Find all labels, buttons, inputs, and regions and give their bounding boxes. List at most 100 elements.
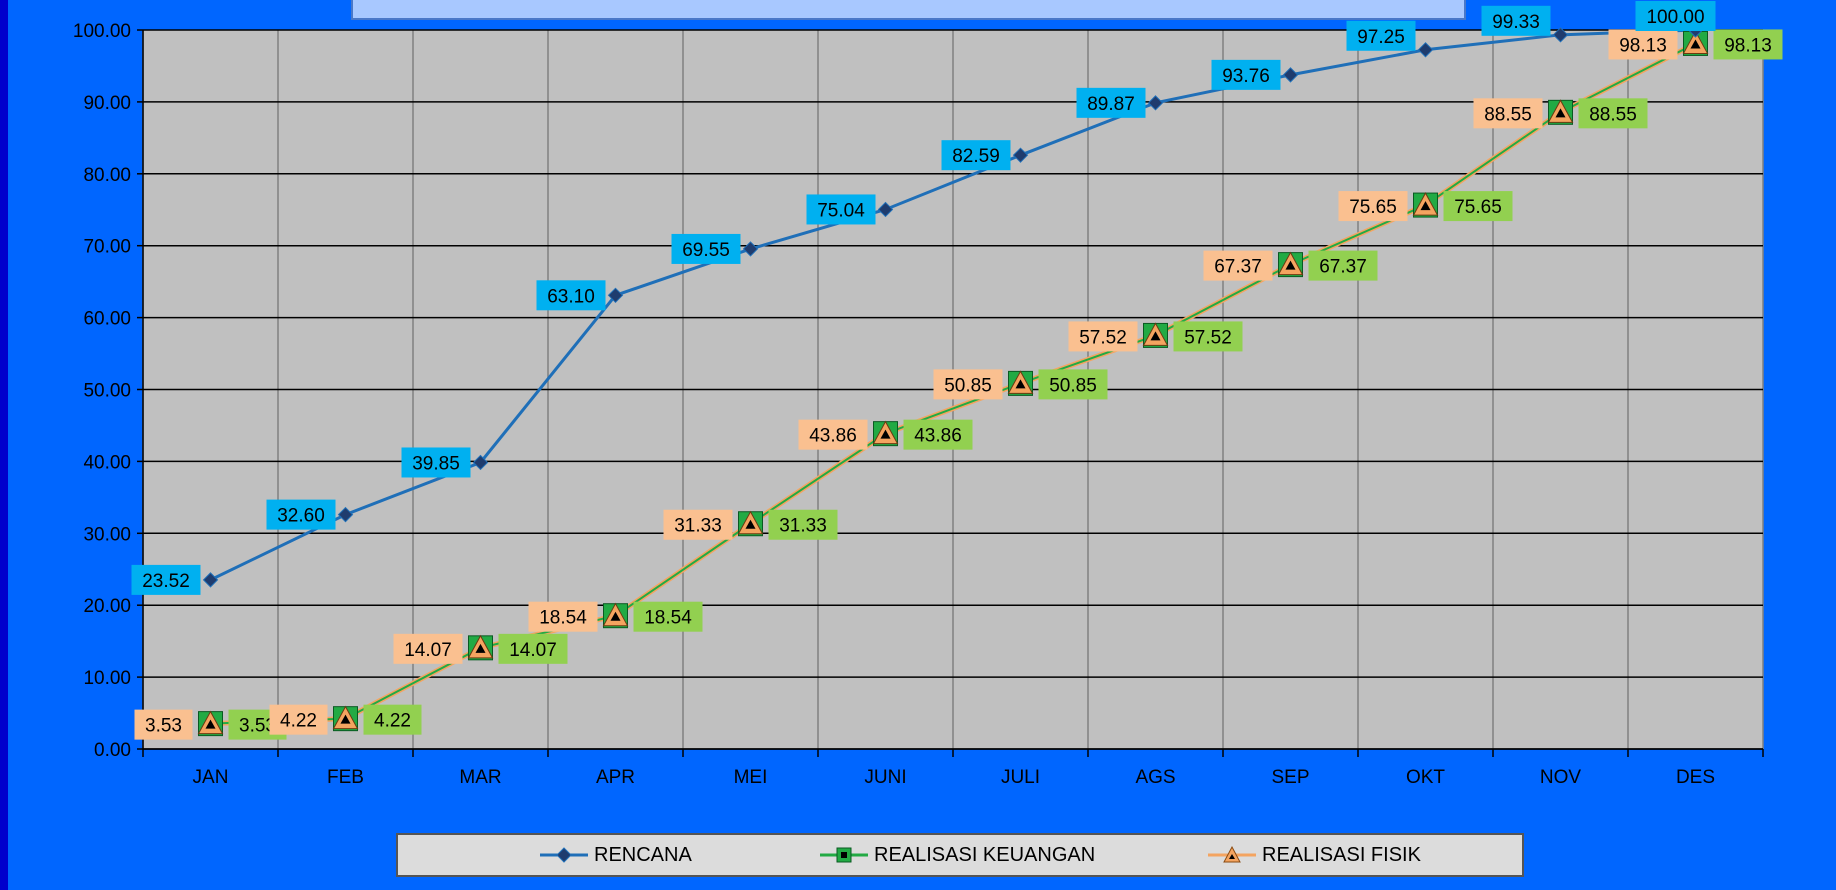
keuangan-data-label: 43.86 [914, 426, 962, 447]
keuangan-data-label-bg [1038, 369, 1108, 400]
x-tick-label: APR [596, 767, 635, 788]
rencana-data-label: 89.87 [1087, 94, 1135, 115]
fisik-data-label-bg [1338, 191, 1408, 222]
fisik-data-label-bg [393, 633, 463, 664]
fisik-point-inner [1150, 331, 1161, 341]
rencana-point [202, 572, 219, 588]
rencana-data-label: 39.85 [412, 453, 460, 474]
fisik-data-label: 31.33 [674, 516, 722, 537]
keuangan-legend-marker [820, 847, 868, 863]
fisik-point-inner [1285, 260, 1296, 270]
fisik-point-inner [880, 429, 891, 439]
fisik-data-label-bg [1068, 321, 1138, 352]
fisik-data-label: 3.53 [145, 716, 182, 737]
keuangan-data-label: 31.33 [779, 516, 827, 537]
legend: RENCANA REALISASI KEUANGAN REALISASI FIS… [396, 833, 1524, 877]
y-tick-label: 50.00 [83, 381, 131, 402]
rencana-data-label-bg [806, 194, 876, 225]
keuangan-data-label: 88.55 [1589, 104, 1637, 125]
fisik-data-label-bg [1473, 98, 1543, 129]
x-tick-label: JUNI [864, 767, 906, 788]
rencana-data-label-bg [401, 447, 471, 478]
fisik-point-inner [475, 643, 486, 653]
fisik-data-label: 18.54 [539, 608, 587, 629]
rencana-point [607, 287, 624, 304]
fisik-data-label: 57.52 [1079, 327, 1127, 348]
x-tick-label: OKT [1406, 767, 1445, 788]
chart-frame: 0.00 10.00 20.00 30.00 40.00 50.00 60.00 70.00 8… [8, 0, 1836, 890]
rencana-data-label-bg [1635, 1, 1716, 31]
x-tick-label: FEB [327, 767, 364, 788]
rencana-point [1282, 67, 1299, 83]
y-tick-label: 60.00 [83, 309, 131, 330]
legend-item-keuangan: REALISASI KEUANGAN [818, 835, 1095, 875]
rencana-data-label: 99.33 [1492, 12, 1540, 33]
rencana-data-label: 75.04 [817, 200, 865, 221]
keuangan-data-label: 67.37 [1319, 257, 1367, 278]
fisik-point-inner [610, 611, 621, 621]
y-tick-label: 10.00 [83, 668, 131, 689]
x-tick-label: JULI [1001, 767, 1040, 788]
rencana-point [1417, 42, 1434, 58]
fisik-data-label-bg [269, 704, 328, 735]
rencana-point [337, 506, 354, 523]
keuangan-data-label: 75.65 [1454, 197, 1502, 218]
legend-label: RENCANA [594, 843, 692, 866]
keuangan-data-label: 3.53 [239, 716, 276, 737]
x-tick-label: JAN [193, 767, 229, 788]
keuangan-data-label-bg [363, 704, 422, 735]
y-tick-label: 90.00 [83, 93, 131, 114]
keuangan-data-label: 98.13 [1724, 35, 1772, 56]
legend-label: REALISASI KEUANGAN [874, 843, 1096, 866]
fisik-data-label: 43.86 [809, 426, 857, 447]
rencana-point [1552, 27, 1569, 43]
fisik-data-label: 14.07 [404, 640, 452, 661]
rencana-point [742, 241, 759, 257]
y-tick-label: 40.00 [83, 452, 131, 473]
rencana-data-label: 82.59 [952, 146, 1000, 167]
rencana-data-label-bg [131, 564, 201, 595]
rencana-point [472, 454, 489, 471]
keuangan-data-label-bg [768, 509, 838, 540]
rencana-data-label-bg [1211, 59, 1281, 90]
fisik-data-label-bg [528, 601, 598, 632]
fisik-point-inner [205, 719, 216, 729]
rencana-data-label-bg [1346, 20, 1416, 51]
keuangan-data-label-bg [498, 633, 568, 664]
x-tick-label: MEI [734, 767, 768, 788]
fisik-data-label-bg [134, 709, 193, 740]
rencana-data-label: 63.10 [547, 286, 595, 307]
fisik-point-inner [1690, 39, 1701, 49]
x-tick-label: MAR [459, 767, 501, 788]
keuangan-data-label-bg [1443, 191, 1513, 222]
keuangan-data-label-bg [1713, 29, 1783, 60]
y-tick-label: 0.00 [94, 740, 131, 761]
keuangan-data-label-bg [633, 601, 703, 632]
fisik-data-label-bg [933, 369, 1003, 400]
fisik-legend-marker [1208, 845, 1256, 863]
keuangan-data-label: 57.52 [1184, 327, 1232, 348]
fisik-data-label-bg [1203, 250, 1273, 281]
y-tick-label: 20.00 [83, 596, 131, 617]
keuangan-data-label-bg [1578, 98, 1648, 129]
fisik-data-label-bg [798, 419, 868, 450]
rencana-point [1147, 95, 1164, 111]
fisik-point-inner [1015, 379, 1026, 389]
fisik-point-inner [1420, 201, 1431, 211]
legend-item-fisik: REALISASI FISIK [1206, 835, 1421, 875]
rencana-data-label-bg [266, 499, 336, 530]
fisik-point-inner [340, 714, 351, 724]
legend-item-rencana: RENCANA [538, 835, 692, 875]
keuangan-data-label: 50.85 [1049, 375, 1097, 396]
fisik-data-label: 50.85 [944, 375, 992, 396]
rencana-data-label: 23.52 [142, 571, 190, 592]
rencana-data-label-bg [671, 233, 741, 264]
x-tick-label: SEP [1271, 767, 1309, 788]
y-tick-label: 30.00 [83, 524, 131, 545]
fisik-data-label-bg [1608, 29, 1678, 60]
x-tick-label: NOV [1540, 767, 1582, 788]
keuangan-data-label: 4.22 [374, 711, 411, 732]
keuangan-data-label-bg [1308, 250, 1378, 281]
rencana-legend-marker [540, 847, 588, 863]
legend-label: REALISASI FISIK [1262, 843, 1421, 866]
